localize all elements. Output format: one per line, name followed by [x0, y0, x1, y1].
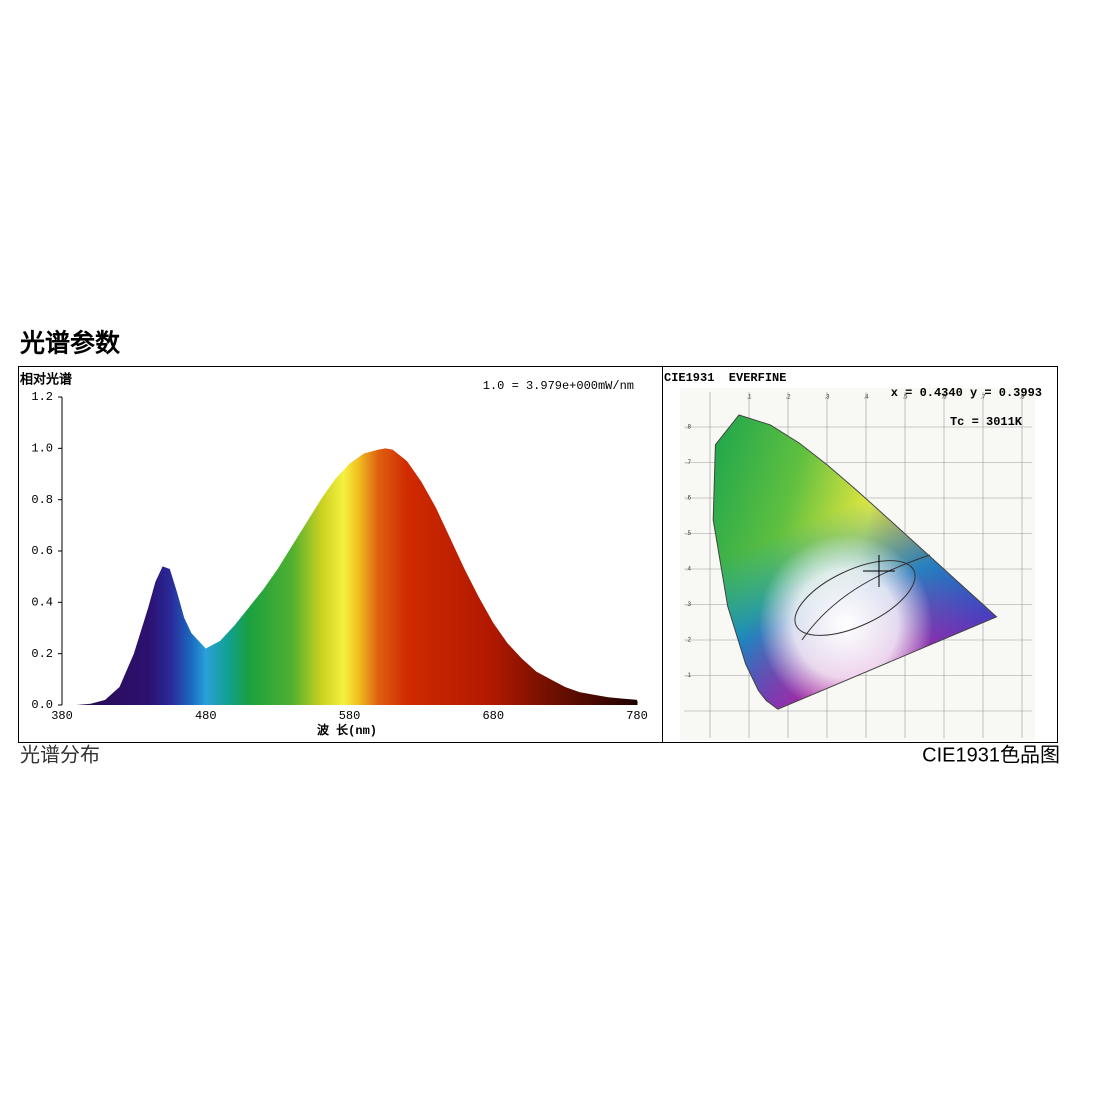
- cie-header: CIE1931 EVERFINE: [664, 371, 786, 385]
- y-tick-label: 1.0: [31, 442, 53, 456]
- spectral-locus: [712, 414, 998, 710]
- planckian-locus: [801, 554, 931, 641]
- cie-tick-label: .7: [686, 460, 692, 466]
- page-title: 光谱参数: [19, 329, 121, 358]
- y-tick-label: 0.0: [31, 698, 53, 712]
- x-tick-label: 780: [626, 709, 648, 723]
- spectrum-area: [62, 448, 637, 705]
- x-tick-label: 380: [51, 709, 73, 723]
- x-tick-label: 680: [482, 709, 504, 723]
- cie-tc: Tc = 3011K: [950, 415, 1023, 429]
- right-caption: CIE1931色品图: [922, 743, 1060, 766]
- cie-tick-label: .6: [686, 496, 692, 502]
- note: 1.0 = 3.979e+000mW/nm: [483, 379, 634, 393]
- white-region: [794, 560, 916, 636]
- x-tick-label: 480: [195, 709, 217, 723]
- cie-tick-label: .4: [686, 567, 692, 573]
- left-caption: 光谱分布: [20, 743, 100, 766]
- cie-tick-label: .1: [686, 673, 692, 679]
- cie-tick-label: .6: [941, 395, 947, 401]
- y-axis-label: 相对光谱: [20, 371, 72, 386]
- y-tick-label: 0.8: [31, 493, 53, 507]
- cie-tick-label: .4: [863, 395, 869, 401]
- cie-tick-label: .1: [746, 395, 752, 401]
- cie-tick-label: .5: [686, 531, 692, 537]
- x-tick-label: 580: [339, 709, 361, 723]
- y-tick-label: 1.2: [31, 390, 53, 404]
- cie-tick-label: .8: [1019, 395, 1025, 401]
- x-axis-label: 波 长(nm): [317, 722, 377, 738]
- frame: [18, 366, 1058, 743]
- y-tick-label: 0.4: [31, 596, 53, 610]
- cie-diagram: [680, 388, 1035, 740]
- cie-tick-label: .3: [824, 395, 830, 401]
- y-tick-label: 0.6: [31, 544, 53, 558]
- y-tick-label: 0.2: [31, 647, 53, 661]
- cie-coords: x = 0.4340 y = 0.3993: [891, 386, 1042, 400]
- cie-tick-label: .2: [785, 395, 791, 401]
- cie-tick-label: .3: [686, 602, 692, 608]
- cie-tick-label: .5: [902, 395, 908, 401]
- cie-tick-label: .2: [686, 638, 692, 644]
- cie-tick-label: .7: [980, 395, 986, 401]
- cie-tick-label: .8: [686, 425, 692, 431]
